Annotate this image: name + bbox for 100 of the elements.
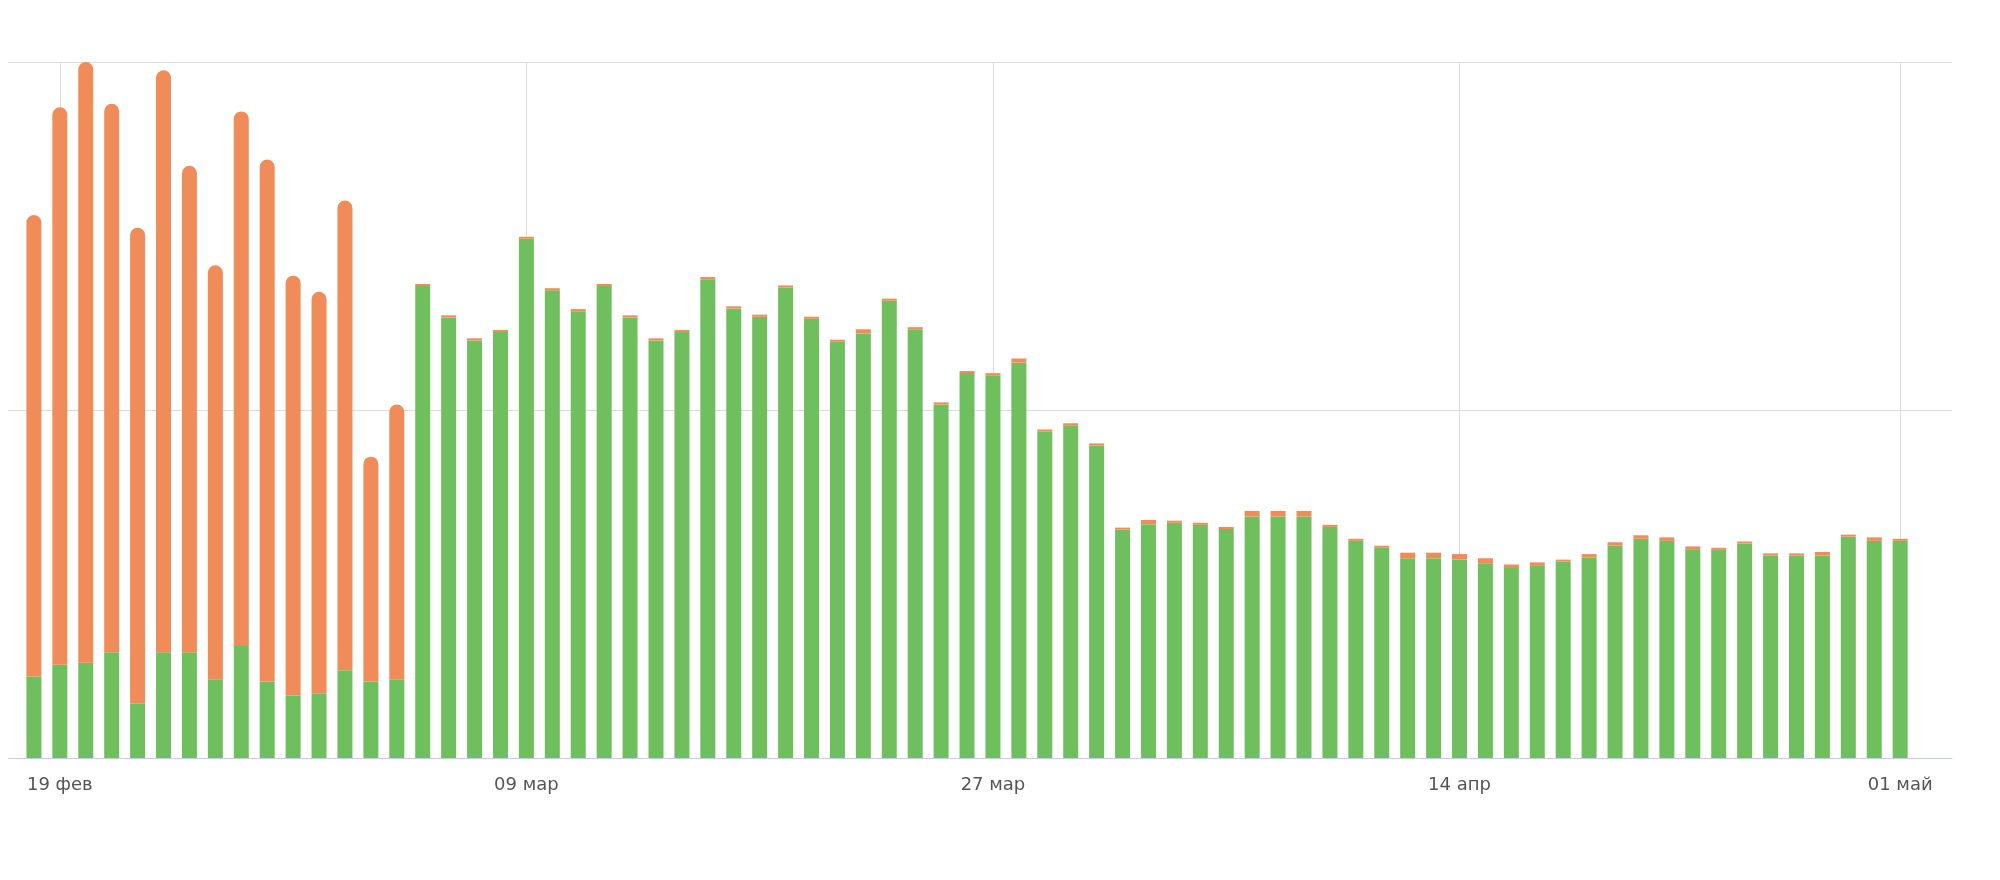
bar: [1452, 559, 1468, 758]
bar: [1063, 423, 1079, 426]
bar: [1063, 425, 1079, 758]
bar: [441, 315, 457, 318]
bar: [1477, 563, 1493, 758]
bar: [363, 456, 379, 682]
bar: [829, 341, 845, 758]
bar: [1296, 516, 1312, 758]
bar: [1218, 526, 1234, 530]
bar: [415, 286, 431, 758]
bar: [1452, 554, 1468, 560]
bar: [1763, 555, 1779, 758]
bar: [441, 317, 457, 758]
x-tick-label: 14 апр: [1428, 772, 1491, 794]
bar: [1892, 540, 1908, 758]
bar: [1737, 543, 1753, 758]
bar: [1348, 538, 1364, 541]
bar: [207, 265, 223, 680]
bar: [985, 375, 1001, 758]
bar: [104, 103, 120, 653]
bar: [881, 300, 897, 758]
x-tick-label: 19 фев: [26, 772, 93, 794]
bar: [907, 327, 923, 330]
bar: [415, 284, 431, 287]
bar: [1529, 565, 1545, 758]
bar: [1089, 443, 1105, 446]
bar: [1814, 555, 1830, 758]
bar: [518, 236, 534, 239]
bar: [1089, 445, 1105, 758]
bar: [156, 70, 172, 653]
bar: [881, 298, 897, 301]
bar: [259, 681, 275, 758]
bar: [1581, 554, 1597, 558]
bar: [1763, 553, 1779, 556]
bar: [1607, 545, 1623, 758]
bar: [311, 291, 327, 694]
bar: [337, 670, 353, 758]
x-tick-label: 27 мар: [960, 772, 1026, 794]
bar: [1270, 516, 1286, 758]
bar: [959, 373, 975, 758]
bar: [544, 288, 560, 291]
bar: [1840, 536, 1856, 758]
bar: [1737, 541, 1753, 544]
bar: [804, 318, 820, 758]
bar: [596, 284, 612, 287]
bar: [1400, 558, 1416, 758]
bar: [285, 695, 301, 758]
bar: [1011, 358, 1027, 363]
bar: [1037, 431, 1053, 758]
bar: [1892, 538, 1908, 541]
bar: [1166, 522, 1182, 758]
bar: [726, 308, 742, 758]
bar: [1866, 540, 1882, 758]
bar: [207, 679, 223, 758]
bar: [1115, 529, 1131, 758]
bar: [855, 329, 871, 334]
bar: [829, 339, 845, 342]
bar: [1555, 559, 1571, 562]
bar: [285, 275, 301, 696]
bar: [467, 340, 483, 758]
bar: [1011, 362, 1027, 758]
bar: [1711, 547, 1727, 550]
bar: [1685, 549, 1701, 758]
bar: [26, 676, 42, 758]
bar: [1140, 519, 1156, 525]
bar: [104, 652, 120, 758]
bar: [1218, 529, 1234, 758]
bar: [1140, 524, 1156, 758]
bar: [1374, 545, 1390, 548]
bar: [78, 662, 94, 758]
bar: [130, 227, 146, 704]
bar: [1322, 524, 1338, 527]
bar: [752, 314, 768, 317]
bar: [622, 315, 638, 318]
bar: [1581, 557, 1597, 758]
bar: [907, 329, 923, 758]
bar: [1037, 429, 1053, 432]
bar: [363, 681, 379, 758]
bar: [648, 340, 664, 758]
bar: [181, 652, 197, 758]
bar: [233, 111, 249, 646]
bar: [700, 277, 716, 280]
bar: [233, 645, 249, 758]
bar: [1426, 558, 1442, 758]
bar: [389, 404, 405, 680]
bar: [933, 404, 949, 758]
bar: [804, 316, 820, 319]
bar: [1633, 538, 1649, 758]
bar: [389, 679, 405, 758]
bar: [985, 373, 1001, 376]
bar: [1659, 540, 1675, 758]
bar: [1115, 527, 1131, 530]
bar: [1374, 547, 1390, 758]
bar: [337, 200, 353, 671]
bar: [1866, 537, 1882, 541]
bar: [1685, 546, 1701, 550]
x-tick-label: 09 мар: [494, 772, 559, 794]
bar: [1244, 516, 1260, 758]
bar: [1711, 549, 1727, 758]
bar: [648, 338, 664, 341]
